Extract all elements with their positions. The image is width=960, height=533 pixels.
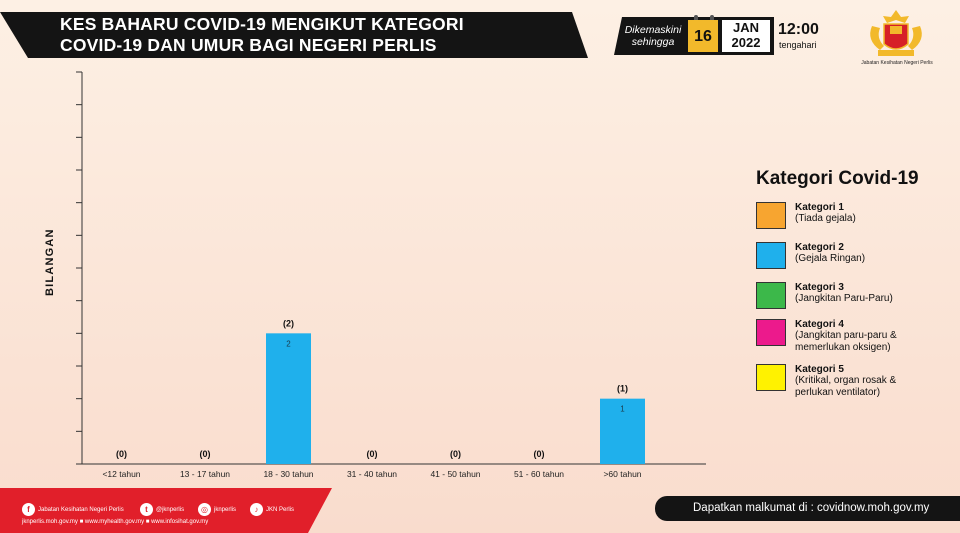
legend-swatch (756, 242, 786, 269)
instagram-icon: ◎ (198, 503, 211, 516)
social-link[interactable]: ♪ JKN Perlis (250, 503, 294, 516)
legend-item-desc: (Gejala Ringan) (795, 253, 866, 264)
social-link-label: jknperlis (214, 506, 237, 513)
legend-item-desc: (Kritikal, organ rosak & perlukan ventil… (795, 375, 897, 398)
title-banner (0, 12, 588, 58)
update-period: tengahari (779, 40, 817, 50)
legend-item-name: Kategori 2 (795, 242, 844, 253)
legend-swatch (756, 319, 786, 346)
legend-title: Kategori Covid-19 (756, 168, 919, 189)
legend-item-desc: (Tiada gejala) (795, 213, 856, 224)
legend-swatch (756, 364, 786, 391)
bar-total-label: (0) (367, 449, 378, 459)
update-time: 12:00 (778, 21, 819, 38)
x-tick-label: 51 - 60 tahun (514, 469, 564, 479)
bar-total-label: (2) (283, 318, 294, 328)
update-label-line-1: Dikemaskini (624, 24, 682, 36)
bar (266, 333, 311, 464)
page-title: KES BAHARU COVID-19 MENGIKUT KATEGORI CO… (60, 14, 580, 56)
update-year: 2022 (731, 35, 761, 50)
update-month: JAN (732, 20, 759, 35)
social-link[interactable]: t @jknperlis (140, 503, 184, 516)
title-line-1: KES BAHARU COVID-19 MENGIKUT KATEGORI (60, 14, 464, 34)
legend-item-name: Kategori 4 (795, 319, 844, 330)
x-tick-label: 31 - 40 tahun (347, 469, 397, 479)
agency-name: Jabatan Kesihatan Negeri Perlis (861, 60, 933, 66)
update-label: Dikemaskini sehingga (620, 24, 686, 48)
legend-item-name: Kategori 3 (795, 282, 844, 293)
bar-total-label: (1) (617, 384, 628, 394)
bar-value-label: 2 (286, 339, 291, 348)
calendar-ring-icon (710, 15, 714, 24)
bar-total-label: (0) (534, 449, 545, 459)
x-tick-label: 41 - 50 tahun (430, 469, 480, 479)
social-link[interactable]: ◎ jknperlis (198, 503, 236, 516)
social-link-label: JKN Perlis (266, 506, 295, 513)
x-tick-label: >60 tahun (603, 469, 641, 479)
legend-item-name: Kategori 5 (795, 364, 844, 375)
bar-value-label: 1 (620, 405, 625, 414)
bar-total-label: (0) (200, 449, 211, 459)
facebook-icon: f (22, 503, 35, 516)
social-link-label: Jabatan Kesihatan Negeri Perlis (38, 506, 124, 513)
twitter-icon: t (140, 503, 153, 516)
legend-item-desc: (Jangkitan paru-paru & memerlukan oksige… (795, 330, 897, 353)
social-link[interactable]: f Jabatan Kesihatan Negeri Perlis (22, 503, 124, 516)
update-month-year: JAN 2022 (722, 20, 770, 52)
bar-total-label: (0) (450, 449, 461, 459)
legend-item-name: Kategori 1 (795, 202, 844, 213)
x-tick-label: <12 tahun (102, 469, 140, 479)
legend-item-desc: (Jangkitan Paru-Paru) (795, 293, 893, 304)
legend-swatch (756, 202, 786, 229)
title-line-2: COVID-19 DAN UMUR BAGI NEGERI PERLIS (60, 35, 437, 55)
footer-websites[interactable]: jknperlis.moh.gov.my ■ www.myhealth.gov.… (22, 519, 209, 525)
calendar-ring-icon (694, 15, 698, 24)
footer-social-band (0, 488, 332, 533)
update-label-line-2: sehingga (631, 36, 675, 48)
footer-info: Dapatkan malkumat di : covidnow.moh.gov.… (655, 496, 960, 521)
x-tick-label: 18 - 30 tahun (263, 469, 313, 479)
x-tick-label: 13 - 17 tahun (180, 469, 230, 479)
bar (600, 398, 645, 464)
tiktok-icon: ♪ (250, 503, 263, 516)
bar-total-label: (0) (116, 449, 127, 459)
footer-info-text[interactable]: Dapatkan malkumat di : covidnow.moh.gov.… (693, 502, 930, 514)
update-day: 16 (688, 20, 718, 52)
legend-swatch (756, 282, 786, 309)
coat-of-arms-icon (870, 10, 922, 56)
y-axis-label: BILANGAN (44, 228, 56, 296)
social-link-label: @jknperlis (156, 506, 185, 513)
